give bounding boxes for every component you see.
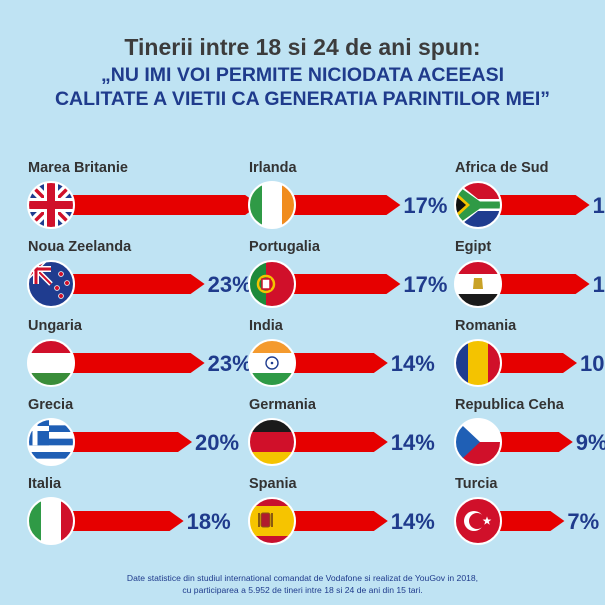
value-label: 23% bbox=[208, 272, 252, 297]
subtitle-line-2: CALITATE A VIETII CA GENERATIA PARINTILO… bbox=[54, 88, 551, 110]
ireland-flag-icon bbox=[248, 181, 296, 229]
value-label: 17% bbox=[403, 193, 447, 218]
uk-flag-icon bbox=[27, 181, 75, 229]
country-entry-germania: Germania 14% bbox=[248, 397, 435, 466]
country-entry-noua-zeelanda: Noua Zeelanda 23% bbox=[27, 239, 252, 308]
country-label: Noua Zeelanda bbox=[28, 239, 132, 255]
value-label: 17% bbox=[403, 272, 447, 297]
turkey-flag-icon bbox=[454, 497, 502, 545]
value-arrow-bar bbox=[478, 353, 577, 373]
south-africa-flag-icon bbox=[454, 181, 502, 229]
country-entry-india: India 14% bbox=[248, 318, 435, 387]
romania-flag-icon bbox=[454, 339, 502, 387]
value-label: 7% bbox=[567, 509, 599, 534]
country-label: Romania bbox=[455, 318, 517, 334]
country-label: Germania bbox=[249, 397, 317, 413]
value-arrow-bar bbox=[51, 195, 260, 215]
footnote-line-2: cu participarea a 5.952 de tineri intre … bbox=[182, 585, 423, 595]
country-label: Turcia bbox=[455, 476, 498, 492]
greece-flag-icon bbox=[27, 418, 75, 466]
footnote-line-1: Date statistice din studiul internationa… bbox=[126, 573, 479, 583]
value-label: 20% bbox=[195, 430, 239, 455]
value-label: 14% bbox=[391, 351, 435, 376]
czech-flag-icon bbox=[454, 418, 502, 466]
germany-flag-icon bbox=[248, 418, 296, 466]
egypt-flag-icon bbox=[454, 260, 502, 308]
country-label: Egipt bbox=[455, 239, 491, 255]
spain-flag-icon bbox=[248, 497, 296, 545]
value-arrow-bar bbox=[51, 353, 205, 373]
value-arrow-bar bbox=[272, 353, 388, 373]
value-arrow-bar bbox=[51, 432, 192, 452]
country-label: Ungaria bbox=[28, 318, 83, 334]
value-arrow-bar bbox=[51, 274, 205, 294]
country-entry-italia: Italia 18% bbox=[27, 476, 231, 545]
value-label: 14% bbox=[391, 430, 435, 455]
country-label: Irlanda bbox=[249, 160, 297, 176]
value-arrow-bar bbox=[272, 274, 401, 294]
country-entry-portugalia: Portugalia 17% bbox=[248, 239, 447, 308]
value-arrow-bar bbox=[272, 195, 401, 215]
country-label: Portugalia bbox=[249, 239, 321, 255]
value-label: 18% bbox=[187, 509, 231, 534]
country-label: Grecia bbox=[28, 397, 74, 413]
value-label: 23% bbox=[208, 351, 252, 376]
value-label: 13% bbox=[593, 272, 605, 297]
value-arrow-bar bbox=[478, 432, 573, 452]
country-label: Marea Britanie bbox=[28, 160, 128, 176]
value-label: 10% bbox=[580, 351, 605, 376]
country-entry-grecia: Grecia 20% bbox=[27, 397, 239, 466]
country-label: Republica Ceha bbox=[455, 397, 565, 413]
italy-flag-icon bbox=[27, 497, 75, 545]
hungary-flag-icon bbox=[27, 339, 75, 387]
value-label: 13% bbox=[593, 193, 605, 218]
country-entry-republica-ceha: Republica Ceha 9% bbox=[454, 397, 605, 466]
country-label: Africa de Sud bbox=[455, 160, 548, 176]
value-arrow-bar bbox=[478, 195, 590, 215]
country-label: Spania bbox=[249, 476, 297, 492]
country-label: Italia bbox=[28, 476, 62, 492]
india-flag-icon bbox=[248, 339, 296, 387]
new-zealand-flag-icon bbox=[27, 260, 75, 308]
value-arrow-bar bbox=[272, 511, 388, 531]
country-entry-egipt: Egipt 13% bbox=[454, 239, 605, 308]
value-label: 9% bbox=[576, 430, 605, 455]
value-arrow-bar bbox=[478, 274, 590, 294]
country-entry-romania: Romania 10% bbox=[454, 318, 605, 387]
page-title: Tinerii intre 18 si 24 de ani spun: bbox=[124, 34, 481, 60]
country-label: India bbox=[249, 318, 284, 334]
portugal-flag-icon bbox=[248, 260, 296, 308]
country-entry-irlanda: Irlanda 17% bbox=[248, 160, 447, 229]
value-arrow-bar bbox=[272, 432, 388, 452]
subtitle-line-1: „NU IMI VOI PERMITE NICIODATA ACEEASI bbox=[100, 64, 505, 86]
country-entry-turcia: Turcia 7% bbox=[454, 476, 599, 545]
country-entry-africa-de-sud: Africa de Sud 13% bbox=[454, 160, 605, 229]
value-label: 14% bbox=[391, 509, 435, 534]
country-entry-ungaria: Ungaria 23% bbox=[27, 318, 252, 387]
country-entry-spania: Spania 14% bbox=[248, 476, 435, 545]
value-arrow-bar bbox=[51, 511, 184, 531]
